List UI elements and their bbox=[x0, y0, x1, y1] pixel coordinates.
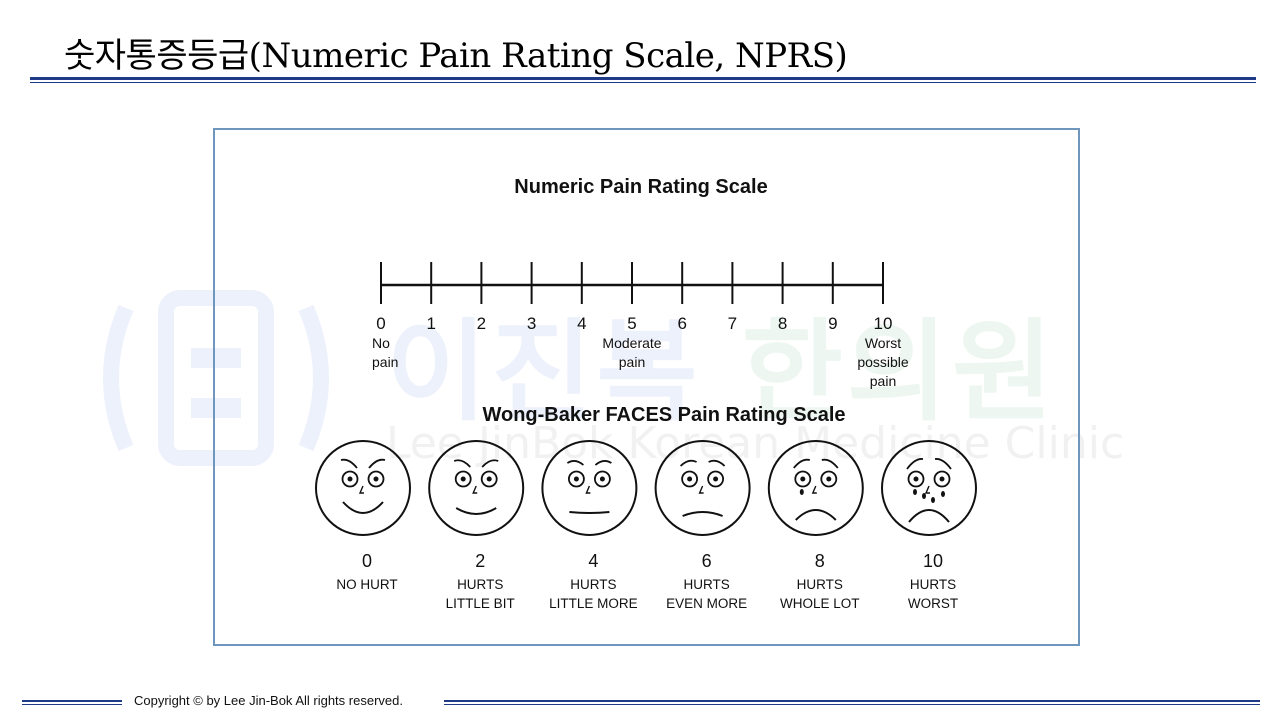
face-caption-line1: HURTS bbox=[457, 577, 503, 592]
pain-face: 8 HURTS WHOLE LOT bbox=[767, 440, 864, 611]
nprs-tick-label: 7 bbox=[728, 314, 737, 333]
pain-face: 10 HURTS WORST bbox=[881, 440, 977, 611]
nprs-anchor-label: Worst bbox=[865, 335, 901, 351]
face-mouth bbox=[455, 507, 497, 515]
title-underline bbox=[30, 77, 1256, 83]
face-score: 8 bbox=[815, 551, 825, 571]
face-score: 10 bbox=[923, 551, 943, 571]
face-score: 4 bbox=[588, 551, 598, 571]
face-outline bbox=[881, 440, 977, 536]
nprs-anchor-label: pain bbox=[870, 373, 896, 389]
nprs-tick-label: 1 bbox=[426, 314, 435, 333]
footer-rule-right bbox=[444, 700, 1260, 705]
pain-face: 0 NO HURT bbox=[315, 440, 411, 592]
face-outline bbox=[541, 440, 638, 536]
face-mouth bbox=[908, 509, 950, 523]
pain-face: 4 HURTS LITTLE MORE bbox=[541, 440, 638, 611]
face-caption-line1: HURTS bbox=[570, 577, 616, 592]
pain-face: 6 HURTS EVEN MORE bbox=[654, 440, 751, 611]
faces-title: Wong-Baker FACES Pain Rating Scale bbox=[482, 404, 845, 426]
face-caption-line2: LITTLE BIT bbox=[446, 596, 515, 611]
nprs-anchor-label: possible bbox=[857, 354, 909, 370]
pain-scale-drawing: Numeric Pain Rating Scale 0 1 2 3 4 5 6 7 8 9 10 N… bbox=[315, 176, 977, 611]
footer-copyright: Copyright © by Lee Jin-Bok All rights re… bbox=[134, 693, 403, 708]
nprs-tick-label: 2 bbox=[477, 314, 486, 333]
nprs-anchor-label: Moderate bbox=[602, 335, 661, 351]
face-caption-line2: EVEN MORE bbox=[666, 596, 747, 611]
slide-title: 숫자통증등급(Numeric Pain Rating Scale, NPRS) bbox=[64, 36, 848, 76]
nprs-title: Numeric Pain Rating Scale bbox=[514, 176, 767, 198]
face-score: 2 bbox=[475, 551, 485, 571]
face-mouth bbox=[682, 511, 723, 517]
nprs-anchor-label: pain bbox=[619, 354, 645, 370]
face-outline bbox=[315, 440, 411, 536]
face-caption-line2: LITTLE MORE bbox=[549, 596, 638, 611]
nprs-tick-label: 9 bbox=[828, 314, 837, 333]
face-mouth bbox=[569, 511, 610, 514]
pain-scale-figure: Numeric Pain Rating Scale 0 1 2 3 4 5 6 7 8 9 10 N… bbox=[213, 128, 1080, 646]
face-score: 6 bbox=[702, 551, 712, 571]
face-caption-line1: HURTS bbox=[797, 577, 843, 592]
face-caption-line1: HURTS bbox=[910, 577, 956, 592]
nprs-tick-label: 3 bbox=[527, 314, 536, 333]
face-outline bbox=[767, 440, 864, 536]
nprs-tick-label: 4 bbox=[577, 314, 586, 333]
nprs-tick-label: 6 bbox=[677, 314, 686, 333]
nprs-tick-label: 0 bbox=[376, 314, 385, 333]
face-caption-line2: WORST bbox=[908, 596, 958, 611]
face-score: 0 bbox=[362, 551, 372, 571]
nprs-anchor-label: pain bbox=[372, 354, 398, 370]
face-caption-line1: HURTS bbox=[683, 577, 729, 592]
face-caption-line2: WHOLE LOT bbox=[780, 596, 860, 611]
footer-rule-left bbox=[22, 700, 122, 705]
face-mouth bbox=[342, 501, 384, 514]
nprs-tick-label: 8 bbox=[778, 314, 787, 333]
nprs-tick-label: 10 bbox=[874, 314, 893, 333]
face-outline bbox=[654, 440, 751, 536]
face-caption-line1: NO HURT bbox=[336, 577, 397, 592]
face-mouth bbox=[795, 509, 837, 521]
nprs-anchor-label: No bbox=[372, 335, 390, 351]
nprs-tick-label: 5 bbox=[627, 314, 636, 333]
pain-face: 2 HURTS LITTLE BIT bbox=[428, 440, 525, 611]
face-outline bbox=[428, 440, 525, 536]
